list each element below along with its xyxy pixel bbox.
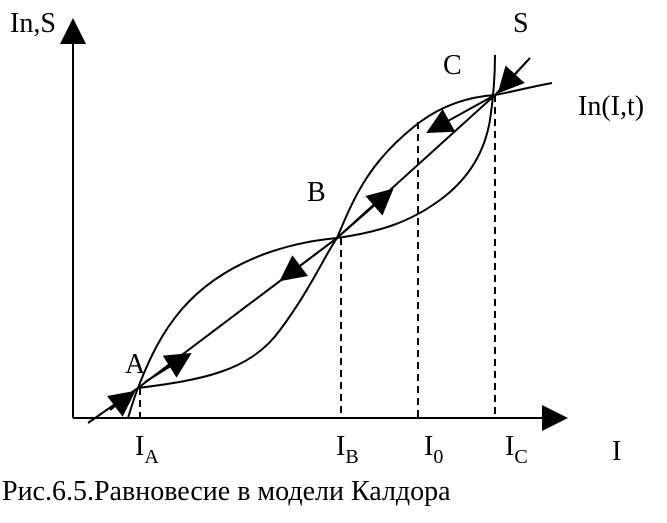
mark-main: I <box>424 431 433 462</box>
arrow <box>279 237 338 282</box>
arrow <box>107 390 136 417</box>
x-marks: IA IB I0 IC <box>135 431 528 468</box>
x-mark-label: IA <box>135 431 159 468</box>
mark-main: I <box>135 431 144 462</box>
arrow <box>497 57 531 94</box>
mark-sub: 0 <box>433 446 443 468</box>
mark-sub: A <box>144 446 159 468</box>
x-mark-label: IC <box>505 431 528 468</box>
arrow <box>144 352 192 383</box>
mark-sub: B <box>345 446 358 468</box>
x-axis-label: I <box>612 436 621 467</box>
y-axis-label: In,S <box>10 8 56 39</box>
investment-label: In(I,t) <box>578 91 644 122</box>
point-label: B <box>307 177 326 208</box>
caption: Рис.6.5.Равновесие в модели Калдора <box>2 476 451 507</box>
mark-sub: C <box>514 446 527 468</box>
mark-main: I <box>336 431 345 462</box>
dashed-guides <box>139 95 496 418</box>
x-mark-label: IB <box>336 431 359 468</box>
axes <box>60 18 568 431</box>
saving-label: S <box>513 8 529 39</box>
x-mark-label: I0 <box>424 431 443 468</box>
arrow <box>426 94 496 133</box>
mark-main: I <box>505 431 514 462</box>
arrow <box>336 188 394 239</box>
direction-arrows <box>107 57 531 417</box>
point-label: C <box>443 50 462 81</box>
point-label: A <box>125 349 146 380</box>
